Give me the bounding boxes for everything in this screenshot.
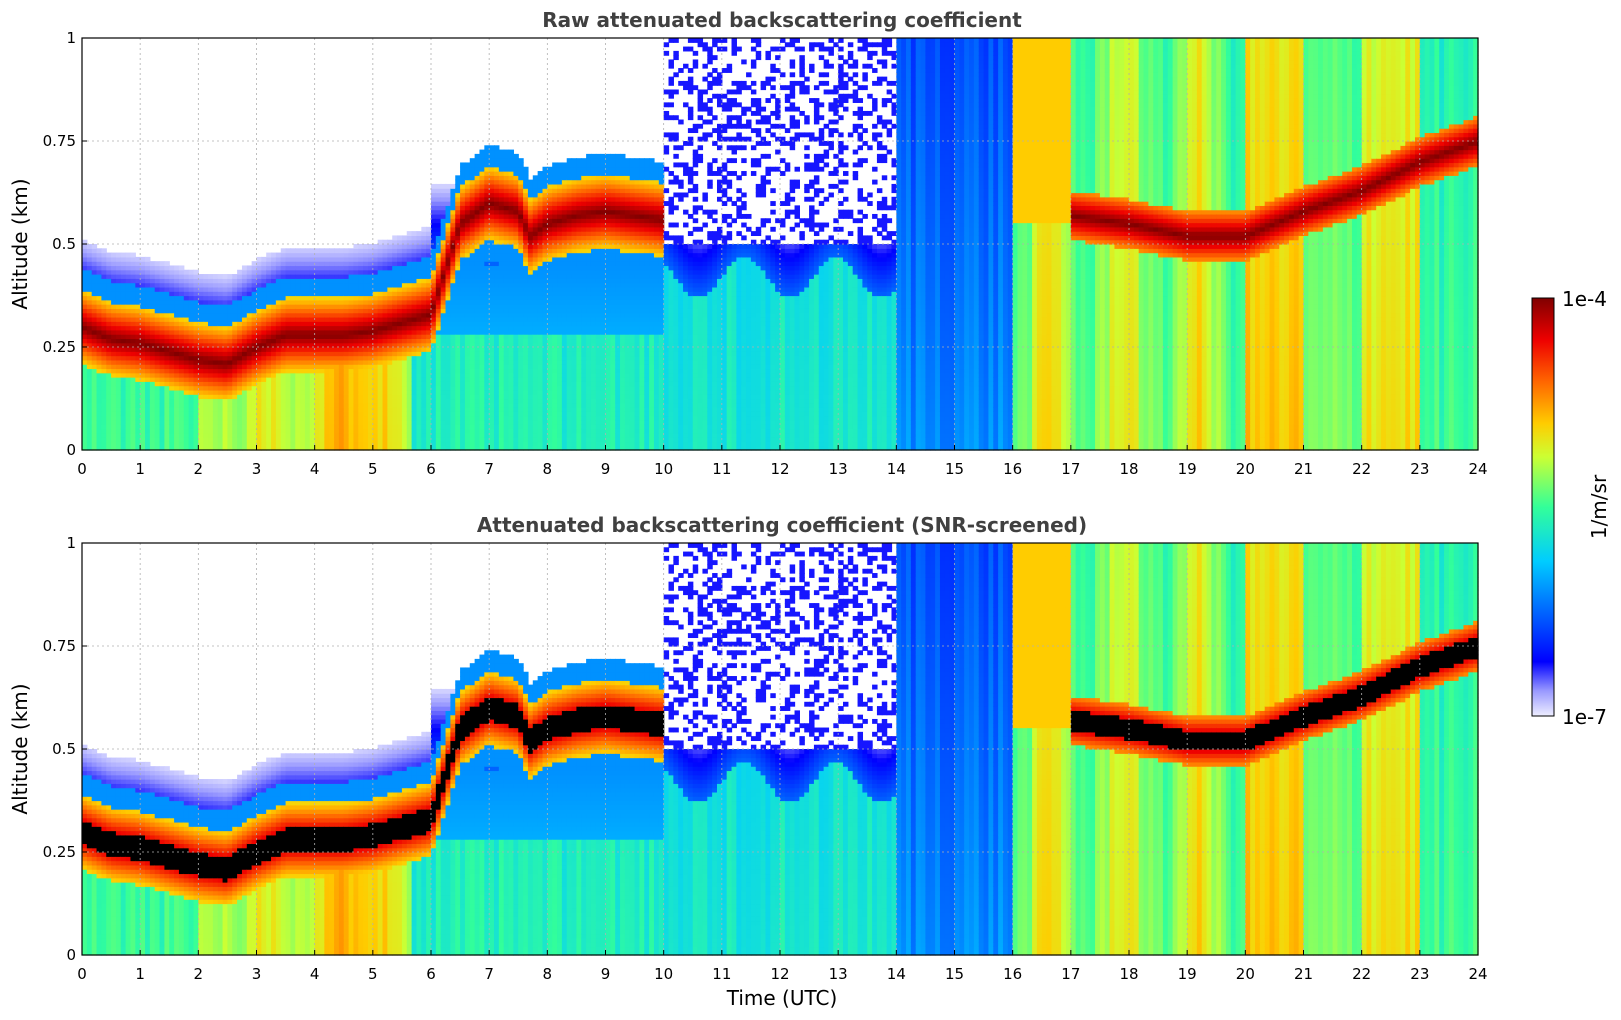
x-tick-label: 11 [712,460,731,478]
x-tick-label: 5 [368,965,378,983]
x-tick-label: 9 [601,460,611,478]
y-axis-ticks: 0 0.25 0.5 0.75 1 [43,534,87,964]
x-tick-label: 19 [1178,965,1197,983]
x-tick-label: 12 [770,965,789,983]
y-tick-label: 0 [66,946,76,964]
x-tick-label: 6 [426,965,436,983]
y-tick-label: 1 [66,534,76,552]
x-tick-label: 13 [829,965,848,983]
x-tick-label: 20 [1236,460,1255,478]
x-tick-label: 2 [194,965,204,983]
x-tick-label: 18 [1119,460,1138,478]
x-tick-label: 2 [194,460,204,478]
x-tick-label: 24 [1468,965,1487,983]
x-axis-ticks: 0 1 2 3 4 5 6 7 8 9 10 11 12 13 14 15 16 17 18 19 20 21 22 23 24 [77,950,1488,983]
x-tick-label: 12 [770,460,789,478]
x-tick-label: 10 [654,965,673,983]
x-tick-label: 14 [887,965,906,983]
x-tick-label: 17 [1061,460,1080,478]
x-axis-ticks: 0 1 2 3 4 5 6 7 8 9 10 11 12 13 14 15 16 17 18 19 20 21 22 23 24 [77,445,1488,478]
x-tick-label: 6 [426,460,436,478]
x-tick-label: 23 [1410,460,1429,478]
y-tick-label: 0.75 [43,637,76,655]
x-tick-label: 17 [1061,965,1080,983]
y-axis-label: Altitude (km) [8,178,32,309]
x-tick-label: 15 [945,460,964,478]
y-tick-label: 0.75 [43,132,76,150]
x-tick-label: 8 [543,965,553,983]
gridlines [82,38,1478,450]
x-tick-label: 1 [135,965,145,983]
colorbar-unit-label: 1/m/sr [1587,474,1611,539]
x-tick-label: 22 [1352,965,1371,983]
x-tick-label: 1 [135,460,145,478]
x-tick-label: 9 [601,965,611,983]
y-tick-label: 0.25 [43,338,76,356]
panel-title: Raw attenuated backscattering coefficien… [542,8,1022,32]
x-tick-label: 20 [1236,965,1255,983]
x-tick-label: 11 [712,965,731,983]
x-tick-label: 0 [77,965,87,983]
screened-backscatter-panel: Attenuated backscattering coefficient (S… [8,513,1488,1010]
x-tick-label: 15 [945,965,964,983]
x-tick-label: 7 [484,460,494,478]
y-tick-label: 0 [66,441,76,459]
x-tick-label: 14 [887,460,906,478]
x-tick-label: 16 [1003,460,1022,478]
x-axis-label: Time (UTC) [726,986,838,1010]
x-tick-label: 21 [1294,965,1313,983]
x-tick-label: 5 [368,460,378,478]
x-tick-label: 18 [1119,965,1138,983]
x-tick-label: 24 [1468,460,1487,478]
x-tick-label: 21 [1294,460,1313,478]
x-tick-label: 13 [829,460,848,478]
colorbar-min-label: 1e-7 [1562,705,1607,729]
x-tick-label: 8 [543,460,553,478]
y-tick-label: 0.5 [52,235,76,253]
y-tick-label: 0.25 [43,843,76,861]
colorbar-gradient [1531,297,1555,717]
y-axis-label: Altitude (km) [8,683,32,814]
x-tick-label: 7 [484,965,494,983]
x-tick-label: 4 [310,460,320,478]
panel-title: Attenuated backscattering coefficient (S… [477,513,1087,537]
gridlines [82,543,1478,955]
x-tick-label: 19 [1178,460,1197,478]
x-tick-label: 16 [1003,965,1022,983]
y-axis-ticks: 0 0.25 0.5 0.75 1 [43,29,87,459]
colorbar-max-label: 1e-4 [1562,287,1607,311]
heatmap-area [82,38,1479,451]
raw-backscatter-panel: Raw attenuated backscattering coefficien… [8,8,1488,478]
y-tick-label: 0.5 [52,740,76,758]
x-tick-label: 3 [252,965,262,983]
x-tick-label: 3 [252,460,262,478]
x-tick-label: 23 [1410,965,1429,983]
x-tick-label: 4 [310,965,320,983]
y-tick-label: 1 [66,29,76,47]
x-tick-label: 22 [1352,460,1371,478]
x-tick-label: 10 [654,460,673,478]
x-tick-label: 0 [77,460,87,478]
heatmap-area [82,543,1479,956]
colorbar: 1e-4 1e-7 1/m/sr [1531,287,1611,729]
